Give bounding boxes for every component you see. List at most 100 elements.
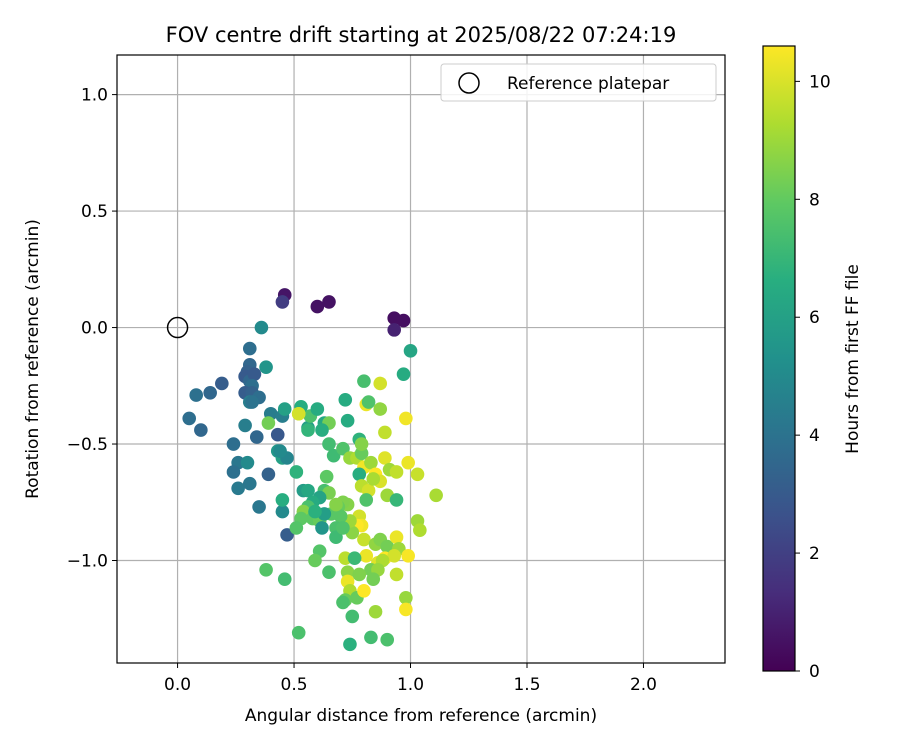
data-point — [396, 313, 411, 328]
data-point — [354, 437, 369, 451]
data-point — [261, 467, 276, 482]
plot-frame — [116, 54, 726, 664]
data-point — [277, 402, 292, 416]
data-point — [380, 539, 395, 554]
data-point — [352, 567, 367, 582]
y-tick-label: 0.5 — [81, 202, 108, 222]
colorbar-tick-label: 8 — [809, 190, 820, 210]
data-point — [240, 455, 255, 470]
data-point — [275, 504, 290, 519]
data-point — [261, 416, 276, 430]
data-point — [364, 630, 378, 645]
legend: Reference platepar — [440, 63, 717, 102]
data-point — [389, 465, 404, 479]
data-point — [387, 323, 402, 337]
data-point — [310, 299, 325, 314]
data-point — [413, 523, 427, 538]
data-point — [238, 418, 252, 433]
data-point — [429, 488, 443, 503]
data-point — [368, 604, 383, 619]
data-point — [345, 609, 360, 624]
x-axis-ticks: 0.0 0.5 1.0 1.5 2.0 — [164, 663, 657, 695]
data-point — [359, 493, 374, 507]
data-point — [273, 444, 287, 458]
data-point — [194, 423, 208, 437]
data-point — [389, 530, 404, 545]
data-point — [319, 469, 334, 484]
data-point — [364, 455, 378, 470]
data-point — [289, 521, 304, 535]
data-point — [275, 295, 290, 309]
data-point — [247, 367, 262, 381]
colorbar-gradient — [763, 46, 795, 671]
data-point — [322, 437, 336, 451]
data-point — [315, 423, 329, 437]
data-point — [401, 455, 415, 470]
data-point — [399, 602, 413, 617]
data-point — [366, 572, 381, 586]
data-point — [275, 493, 290, 507]
colorbar-tick-label: 10 — [809, 72, 831, 92]
data-point — [357, 532, 371, 547]
data-point — [387, 549, 402, 563]
data-point — [259, 360, 273, 374]
data-point — [396, 367, 411, 381]
data-point — [182, 411, 197, 426]
data-point — [389, 567, 404, 582]
y-axis-label: Rotation from reference (arcmin) — [23, 219, 43, 499]
colorbar-label: Hours from first FF file — [843, 264, 863, 454]
data-point — [329, 530, 343, 545]
colorbar-tick-label: 2 — [809, 544, 820, 564]
data-point — [340, 413, 355, 428]
data-points — [182, 288, 443, 652]
data-point — [366, 472, 381, 486]
legend-box — [440, 63, 717, 102]
data-point — [336, 521, 350, 535]
data-point — [354, 446, 369, 461]
data-point — [357, 374, 371, 388]
data-point — [343, 637, 357, 652]
data-point — [361, 395, 376, 409]
data-point — [226, 465, 241, 479]
data-point — [315, 521, 329, 535]
data-point — [336, 595, 350, 610]
x-axis-label: Angular distance from reference (arcmin) — [245, 706, 597, 726]
colorbar-tick-label: 4 — [809, 426, 820, 446]
data-point — [359, 549, 374, 563]
data-point — [308, 553, 322, 568]
legend-entry-reference: Reference platepar — [507, 74, 669, 94]
colorbar-tick-label: 0 — [809, 662, 820, 682]
data-point — [322, 295, 336, 309]
data-point — [399, 590, 413, 605]
data-point — [259, 563, 273, 577]
data-point — [403, 344, 418, 358]
y-tick-label: −1.0 — [67, 552, 108, 572]
data-point — [389, 493, 404, 507]
x-tick-label: 1.0 — [397, 675, 424, 695]
colorbar: 0 2 4 6 8 10 Hours from first FF file — [762, 45, 863, 682]
data-point — [357, 583, 371, 598]
y-tick-label: 1.0 — [81, 86, 108, 106]
data-point — [215, 376, 229, 391]
data-point — [322, 565, 336, 579]
data-point — [252, 500, 266, 514]
data-point — [380, 632, 395, 647]
colorbar-ticks: 0 2 4 6 8 10 — [795, 72, 831, 682]
data-point — [277, 572, 292, 586]
data-point — [308, 504, 322, 519]
data-point — [401, 549, 415, 563]
data-point — [245, 395, 259, 409]
data-point — [270, 427, 285, 442]
data-point — [338, 551, 353, 565]
y-tick-label: −0.5 — [67, 435, 108, 455]
data-point — [378, 451, 392, 465]
data-point — [373, 402, 388, 416]
data-point — [231, 481, 245, 496]
x-tick-label: 1.5 — [513, 675, 540, 695]
data-point — [301, 423, 315, 437]
data-point — [291, 625, 306, 640]
data-point — [338, 392, 353, 407]
data-point — [226, 437, 241, 451]
data-point — [203, 385, 217, 400]
